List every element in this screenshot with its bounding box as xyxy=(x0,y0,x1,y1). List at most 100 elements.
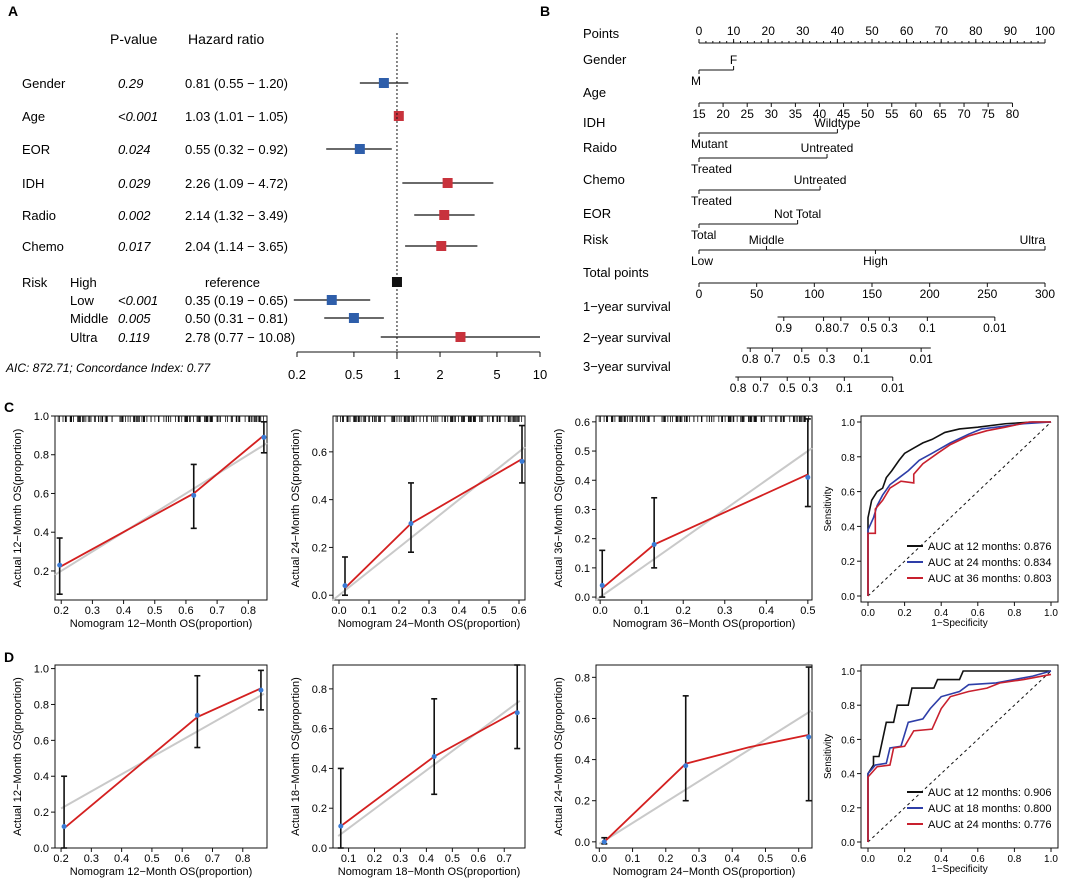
nomogram-tick-label: 30 xyxy=(765,107,779,121)
ideal-reference-line xyxy=(54,442,268,576)
nomogram: Points 0 10 20 30 40 50 60 70 80 90 100 Gender F M Age 1… xyxy=(583,24,1055,395)
y-tick-label: 0.2 xyxy=(575,534,590,546)
ideal-reference-line xyxy=(60,692,265,810)
x-tick-label: 0.7 xyxy=(209,605,224,617)
plot-frame xyxy=(54,664,268,849)
nomogram-level-label: F xyxy=(730,53,737,67)
x-tick-label: 0.4 xyxy=(934,608,948,619)
nomogram-tick-label: 70 xyxy=(957,107,971,121)
nomogram-row-label: Gender xyxy=(583,52,627,67)
y-tick-label: 0.0 xyxy=(841,592,855,603)
calibration-point xyxy=(601,839,607,845)
forest-row-pvalue: 0.017 xyxy=(118,239,151,254)
legend-label: AUC at 24 months: 0.834 xyxy=(928,557,1052,569)
forest-x-tick-label: 10 xyxy=(533,367,547,382)
x-axis-label: Nomogram 12−Month OS(proportion) xyxy=(70,618,253,630)
forest-x-tick-label: 2 xyxy=(436,367,443,382)
legend-label: AUC at 36 months: 0.803 xyxy=(928,573,1052,585)
y-axis-label: Actual 24−Month OS(proportion) xyxy=(290,429,302,588)
calibration-point xyxy=(342,583,348,589)
x-tick-label: 0.4 xyxy=(451,605,466,617)
x-tick-label: 0.3 xyxy=(85,605,100,617)
panel-d3-calibration: 0.0 0.1 0.2 0.3 0.4 0.5 0.6 0.0 0.2 0.4 0.6 0.8 Nomo… xyxy=(553,664,813,878)
y-axis-label: Actual 12−Month OS(proportion) xyxy=(12,677,24,836)
forest-plot: P-value Hazard ratio Gender 0.29 0.81 (0.55 … xyxy=(5,31,547,382)
calibration-point xyxy=(683,763,689,769)
nomogram-tick-label: 0.3 xyxy=(881,321,898,335)
x-tick-label: 0.2 xyxy=(898,608,912,619)
x-tick-label: 0.2 xyxy=(367,853,382,865)
nomogram-row-label: 2−year survival xyxy=(583,330,671,345)
forest-hr-point xyxy=(378,78,389,88)
nomogram-row-label: Raido xyxy=(583,140,617,155)
nomogram-tick-label: 10 xyxy=(727,24,741,38)
forest-row-ci-text: 2.04 (1.14 − 3.65) xyxy=(185,239,288,254)
x-tick-label: 0.4 xyxy=(759,605,774,617)
nomogram-tick-label: 0.8 xyxy=(815,321,832,335)
forest-row-label: Chemo xyxy=(22,239,64,254)
nomogram-level-label: Ultra xyxy=(1020,233,1046,247)
nomogram-row-label: IDH xyxy=(583,115,605,130)
nomogram-tick-label: 75 xyxy=(981,107,995,121)
x-axis-label: Nomogram 12−Month OS(proportion) xyxy=(70,866,253,878)
y-tick-label: 0.4 xyxy=(312,763,327,775)
nomogram-row-label: EOR xyxy=(583,206,611,221)
calibration-point xyxy=(191,492,197,498)
nomogram-level-label: Total xyxy=(691,228,716,242)
forest-hr-point xyxy=(442,178,453,188)
y-tick-label: 1.0 xyxy=(34,411,49,423)
forest-row-ci-text: reference xyxy=(205,275,260,290)
y-tick-label: 1.0 xyxy=(34,664,49,676)
nomogram-tick-label: 80 xyxy=(969,24,983,38)
y-tick-label: 0.8 xyxy=(841,701,855,712)
forest-hr-point xyxy=(348,313,359,323)
x-tick-label: 0.2 xyxy=(54,605,69,617)
nomogram-tick-label: 20 xyxy=(762,24,776,38)
x-tick-label: 0.1 xyxy=(361,605,376,617)
calibration-point xyxy=(408,521,414,527)
x-tick-label: 0.2 xyxy=(898,854,912,865)
y-tick-label: 0.6 xyxy=(575,417,590,429)
x-tick-label: 0.2 xyxy=(391,605,406,617)
nomogram-tick-label: 0.01 xyxy=(881,381,905,395)
roc-curve xyxy=(867,673,1052,842)
nomogram-tick-label: 100 xyxy=(1035,24,1055,38)
ideal-reference-line xyxy=(337,700,521,837)
y-tick-label: 0.0 xyxy=(312,590,327,602)
y-tick-label: 0.2 xyxy=(312,542,327,554)
x-tick-label: 0.6 xyxy=(178,605,193,617)
nomogram-tick-label: 0.1 xyxy=(919,321,936,335)
diagonal-reference-line xyxy=(867,670,1052,843)
forest-x-tick-label: 0.2 xyxy=(288,367,306,382)
y-tick-label: 0.3 xyxy=(575,504,590,516)
nomogram-tick-label: 200 xyxy=(920,287,940,301)
nomogram-row-label: 3−year survival xyxy=(583,359,671,374)
nomogram-tick-label: 20 xyxy=(716,107,730,121)
y-tick-label: 0.4 xyxy=(34,527,49,539)
forest-row-ci-text: 0.81 (0.55 − 1.20) xyxy=(185,76,288,91)
forest-row-label: IDH xyxy=(22,176,44,191)
forest-row-label: Gender xyxy=(22,76,66,91)
plot-frame xyxy=(54,415,268,601)
x-tick-label: 0.3 xyxy=(393,853,408,865)
nomogram-tick-label: 60 xyxy=(900,24,914,38)
calibration-point xyxy=(194,712,200,718)
panel-label-b: B xyxy=(540,3,550,19)
y-tick-label: 0.2 xyxy=(841,804,855,815)
x-tick-label: 0.2 xyxy=(658,853,673,865)
x-axis-label: 1−Specificity xyxy=(931,618,987,629)
y-tick-label: 0.8 xyxy=(34,450,49,462)
y-tick-label: 0.2 xyxy=(312,803,327,815)
x-tick-label: 0.4 xyxy=(116,605,131,617)
nomogram-tick-label: 0 xyxy=(696,287,703,301)
x-tick-label: 0.1 xyxy=(634,605,649,617)
x-axis-label: Nomogram 24−Month OS(proportion) xyxy=(338,618,521,630)
y-tick-label: 0.1 xyxy=(575,563,590,575)
x-tick-label: 0.5 xyxy=(147,605,162,617)
nomogram-tick-label: 250 xyxy=(977,287,997,301)
forest-hr-point xyxy=(455,332,466,342)
forest-row-ci-text: 1.03 (1.01 − 1.05) xyxy=(185,109,288,124)
nomogram-level-label: Low xyxy=(691,254,713,268)
x-tick-label: 0.8 xyxy=(241,605,256,617)
